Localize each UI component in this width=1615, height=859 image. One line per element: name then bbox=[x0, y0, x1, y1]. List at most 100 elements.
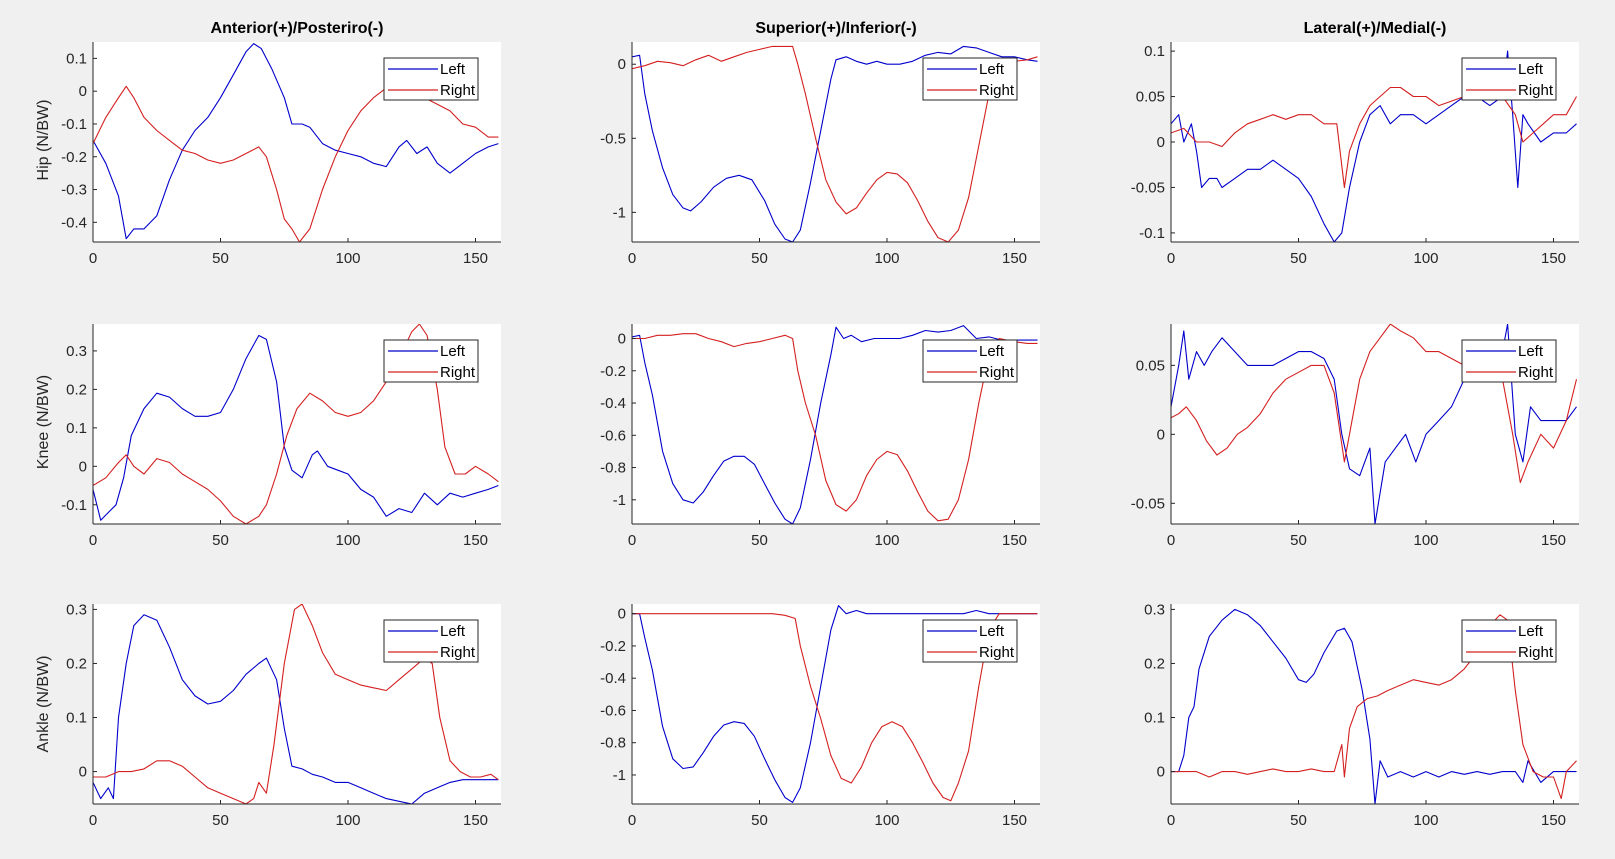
x-tick-label: 50 bbox=[1290, 812, 1307, 829]
row-label-hip: Hip (N/BW) bbox=[35, 100, 52, 181]
y-tick-label: 0.2 bbox=[66, 381, 87, 398]
y-tick-label: -0.6 bbox=[600, 702, 626, 719]
y-tick-label: 0.1 bbox=[66, 420, 87, 437]
legend-label-right: Right bbox=[440, 364, 476, 381]
series-line-left bbox=[1171, 50, 1577, 242]
x-tick-label: 150 bbox=[463, 250, 488, 267]
column-title-lateral: Lateral(+)/Medial(-) bbox=[1304, 20, 1447, 37]
panel-hip-lateral: 0 50 100 150 0.1 0.05 0 -0.05 -0.1 Left Right bbox=[1131, 42, 1579, 267]
legend-label-left: Left bbox=[1518, 343, 1544, 360]
legend-label-right: Right bbox=[440, 644, 476, 661]
legend: Left Right bbox=[922, 619, 1018, 663]
panel-ankle-superior: 0 50 100 150 0 -0.2 -0.4 -0.6 -0.8 -1 Left Right bbox=[600, 604, 1040, 829]
legend-label-left: Left bbox=[1518, 61, 1544, 78]
x-tick-label: 50 bbox=[751, 250, 768, 267]
x-tick-label: 50 bbox=[1290, 532, 1307, 549]
legend: Left Right bbox=[922, 57, 1018, 101]
legend: Left Right bbox=[383, 619, 479, 663]
legend-label-left: Left bbox=[440, 623, 466, 640]
legend-label-left: Left bbox=[440, 343, 466, 360]
y-tick-label: -1 bbox=[613, 492, 626, 509]
series-line-right bbox=[632, 613, 1038, 802]
row-label-knee: Knee (N/BW) bbox=[35, 375, 52, 469]
legend: Left Right bbox=[383, 57, 479, 101]
x-tick-label: 50 bbox=[212, 532, 229, 549]
x-tick-label: 50 bbox=[212, 812, 229, 829]
series-line-left bbox=[93, 614, 499, 804]
series-line-left bbox=[632, 605, 1038, 803]
series-line-right bbox=[93, 604, 499, 804]
y-tick-label: 0 bbox=[1157, 764, 1165, 781]
series-line-right bbox=[632, 45, 1038, 242]
x-tick-label: 150 bbox=[1541, 812, 1566, 829]
legend: Left Right bbox=[1461, 339, 1557, 383]
panel-hip-superior: 0 50 100 150 0 -0.5 -1 Left Right bbox=[600, 42, 1040, 267]
x-tick-label: 100 bbox=[335, 812, 360, 829]
y-tick-label: -1 bbox=[613, 767, 626, 784]
legend-label-right: Right bbox=[979, 644, 1015, 661]
x-tick-label: 100 bbox=[1413, 250, 1438, 267]
x-tick-label: 150 bbox=[1002, 812, 1027, 829]
y-tick-label: -0.1 bbox=[61, 497, 87, 514]
series-line-left bbox=[632, 45, 1038, 242]
y-tick-label: 0 bbox=[79, 83, 87, 100]
y-tick-label: -0.05 bbox=[1131, 179, 1165, 196]
legend-label-right: Right bbox=[1518, 82, 1554, 99]
legend-box bbox=[922, 57, 1018, 101]
legend-box bbox=[922, 339, 1018, 383]
y-tick-label: -0.6 bbox=[600, 427, 626, 444]
y-tick-label: -0.1 bbox=[61, 116, 87, 133]
series-line-left bbox=[93, 334, 499, 521]
series-line-right bbox=[1171, 86, 1577, 189]
panel-knee-lateral: 0 50 100 150 0.05 0 -0.05 Left Right bbox=[1131, 324, 1579, 549]
series-line-right bbox=[93, 324, 499, 524]
y-tick-label: -1 bbox=[613, 204, 626, 221]
legend-box bbox=[383, 339, 479, 383]
panel-ankle-anterior: 0 50 100 150 0.3 0.2 0.1 0 Left Right bbox=[66, 601, 501, 829]
x-tick-label: 100 bbox=[874, 812, 899, 829]
series-line-right bbox=[1171, 324, 1578, 484]
legend-label-right: Right bbox=[979, 82, 1015, 99]
y-tick-label: 0.05 bbox=[1136, 89, 1165, 106]
x-tick-label: 50 bbox=[751, 812, 768, 829]
y-tick-label: -0.4 bbox=[61, 214, 87, 231]
series-line-right bbox=[632, 333, 1038, 522]
y-tick-label: 0 bbox=[618, 56, 626, 73]
panel-ankle-lateral: 0 50 100 150 0.3 0.2 0.1 0 Left Right bbox=[1144, 601, 1579, 829]
x-tick-label: 100 bbox=[1413, 532, 1438, 549]
x-tick-label: 0 bbox=[1167, 532, 1175, 549]
x-tick-label: 150 bbox=[463, 812, 488, 829]
y-tick-label: 0 bbox=[1157, 426, 1165, 443]
legend-label-left: Left bbox=[979, 61, 1005, 78]
x-tick-label: 100 bbox=[335, 532, 360, 549]
x-tick-label: 0 bbox=[1167, 250, 1175, 267]
x-tick-label: 0 bbox=[89, 812, 97, 829]
legend-label-left: Left bbox=[1518, 623, 1544, 640]
legend-label-right: Right bbox=[1518, 364, 1554, 381]
series-line-left bbox=[93, 43, 499, 240]
y-tick-label: -0.8 bbox=[600, 735, 626, 752]
x-tick-label: 150 bbox=[1002, 250, 1027, 267]
series-line-left bbox=[1171, 608, 1577, 804]
legend-box bbox=[1461, 57, 1557, 101]
legend-label-right: Right bbox=[1518, 644, 1554, 661]
x-tick-label: 50 bbox=[1290, 250, 1307, 267]
column-title-anterior: Anterior(+)/Posteriro(-) bbox=[211, 20, 384, 37]
y-tick-label: 0 bbox=[79, 458, 87, 475]
y-tick-label: 0 bbox=[618, 331, 626, 348]
series-line-left bbox=[632, 325, 1038, 524]
x-tick-label: 150 bbox=[1541, 250, 1566, 267]
legend: Left Right bbox=[1461, 619, 1557, 663]
panel-knee-superior: 0 50 100 150 0 -0.2 -0.4 -0.6 -0.8 -1 Left Right bbox=[600, 324, 1040, 549]
x-tick-label: 50 bbox=[751, 532, 768, 549]
legend: Left Right bbox=[1461, 57, 1557, 101]
y-tick-label: -0.2 bbox=[61, 149, 87, 166]
y-tick-label: 0.2 bbox=[66, 655, 87, 672]
panel-hip-anterior: 0 50 100 150 0.1 0 -0.1 -0.2 -0.3 -0.4 Left Right bbox=[61, 42, 501, 267]
y-tick-label: 0.05 bbox=[1136, 357, 1165, 374]
legend-box bbox=[383, 57, 479, 101]
legend-label-left: Left bbox=[440, 61, 466, 78]
y-tick-label: -0.2 bbox=[600, 363, 626, 380]
y-tick-label: 0.2 bbox=[1144, 655, 1165, 672]
